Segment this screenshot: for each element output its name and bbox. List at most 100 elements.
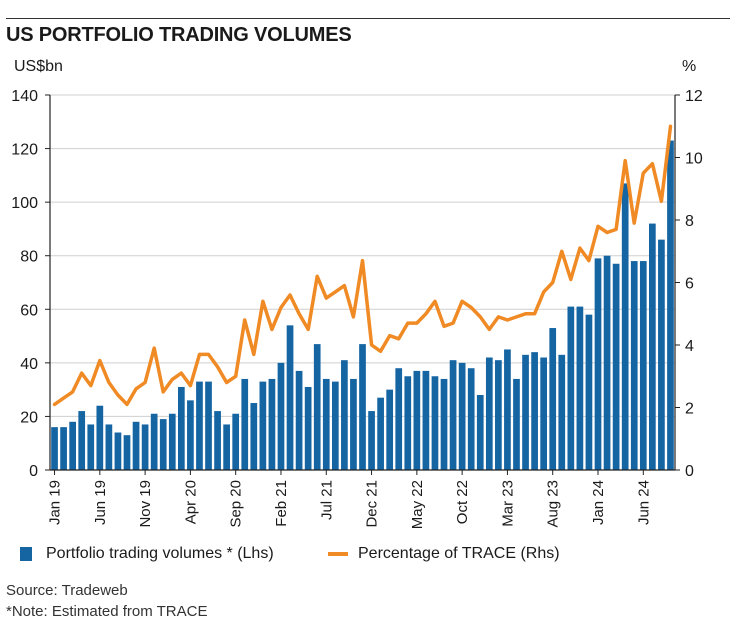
- bar: [431, 376, 439, 470]
- right-tick-label: 6: [685, 276, 694, 293]
- bar: [304, 386, 312, 470]
- legend-item-bars: Portfolio trading volumes * (Lhs): [20, 545, 274, 563]
- bar: [667, 140, 674, 471]
- left-axis-unit: US$bn: [14, 58, 63, 75]
- bar: [250, 403, 258, 470]
- left-tick-label: 100: [11, 195, 38, 212]
- left-tick-labels: 0 20 40 60 80 100 120 140: [11, 88, 38, 480]
- bar: [395, 368, 403, 470]
- bar: [187, 400, 194, 470]
- bar: [576, 306, 584, 470]
- x-tick-label: Jan 24: [590, 480, 607, 525]
- bar: [603, 255, 611, 470]
- bar: [259, 381, 267, 470]
- right-tick-label: 0: [685, 463, 694, 480]
- bar: [177, 386, 185, 470]
- left-tick-label: 80: [20, 249, 38, 266]
- bar: [386, 389, 394, 470]
- x-tick-label: Mar 23: [499, 480, 516, 527]
- bar: [69, 421, 76, 470]
- bar: [504, 349, 511, 470]
- x-tick-label: Sep 20: [228, 480, 245, 528]
- bar: [105, 424, 113, 470]
- bar: [594, 258, 602, 470]
- bar: [440, 378, 448, 470]
- bar: [567, 306, 575, 470]
- bar: [141, 424, 149, 470]
- left-tick-label: 60: [20, 302, 38, 319]
- bar: [96, 405, 104, 470]
- bar: [540, 357, 548, 470]
- legend-item-line: Percentage of TRACE (Rhs): [328, 545, 560, 563]
- source-note: Source: Tradeweb: [6, 582, 128, 599]
- bar: [313, 344, 321, 470]
- bar: [223, 424, 230, 470]
- bar: [277, 362, 285, 470]
- bar: [449, 360, 457, 470]
- left-tick-label: 20: [20, 409, 38, 426]
- bar: [286, 325, 294, 470]
- right-tick-labels: 0 2 4 6 8 10 12: [685, 88, 703, 480]
- bar: [168, 413, 176, 470]
- left-tick-label: 40: [20, 356, 38, 373]
- x-tick-label: Jan 19: [47, 480, 64, 525]
- x-tick-label: Oct 22: [454, 480, 471, 524]
- bar: [214, 411, 221, 470]
- bar: [485, 357, 493, 470]
- footnote: *Note: Estimated from TRACE: [6, 603, 208, 620]
- bar: [639, 261, 647, 470]
- bar: [585, 314, 593, 470]
- right-tick-label: 8: [685, 213, 694, 230]
- bar: [87, 424, 95, 470]
- right-tick-label: 12: [685, 88, 703, 105]
- x-tick-label: Jul 21: [318, 480, 335, 520]
- x-tick-label: Feb 21: [273, 480, 290, 527]
- bar: [159, 419, 167, 470]
- x-tick-label: Jun 19: [92, 480, 109, 525]
- bar: [241, 378, 249, 470]
- chart-title: US PORTFOLIO TRADING VOLUMES: [6, 24, 352, 46]
- bar: [422, 370, 430, 470]
- x-tick-label: Jun 24: [635, 480, 652, 525]
- bar: [368, 411, 375, 470]
- bar: [658, 239, 665, 470]
- bar: [268, 378, 276, 470]
- bar: [630, 261, 638, 470]
- axes: [45, 94, 680, 475]
- x-tick-labels: Jan 19 Jun 19 Nov 19 Apr 20 Sep 20 Feb 21 Jul …: [47, 480, 653, 529]
- x-tick-label: Apr 20: [182, 480, 199, 524]
- bar: [476, 395, 484, 470]
- legend-swatch-line: [328, 552, 348, 556]
- top-rule: [6, 18, 730, 19]
- bar: [295, 370, 303, 470]
- bar: [341, 360, 348, 470]
- bar: [196, 381, 203, 470]
- bar: [205, 381, 212, 470]
- bar: [51, 427, 58, 470]
- bar: [232, 413, 240, 470]
- bar: [531, 352, 538, 470]
- legend-label-bars: Portfolio trading volumes * (Lhs): [46, 545, 274, 562]
- x-tick-label: Aug 23: [545, 480, 562, 528]
- left-tick-label: 140: [11, 88, 38, 105]
- bar: [522, 354, 529, 470]
- bar: [413, 370, 421, 470]
- bar: [495, 360, 502, 470]
- bar-series: [51, 140, 674, 471]
- left-tick-label: 120: [11, 142, 38, 159]
- x-tick-label: May 22: [409, 480, 426, 529]
- legend-label-line: Percentage of TRACE (Rhs): [358, 545, 560, 562]
- bar: [458, 362, 466, 470]
- bar: [114, 432, 122, 470]
- right-tick-label: 4: [685, 338, 694, 355]
- x-tick-label: Dec 21: [364, 480, 381, 528]
- bar: [612, 263, 620, 470]
- bar: [377, 397, 384, 470]
- bar: [60, 427, 67, 470]
- bar: [359, 344, 366, 470]
- bar: [467, 368, 475, 470]
- bar: [123, 435, 131, 470]
- right-tick-label: 2: [685, 401, 694, 418]
- bar: [549, 328, 557, 470]
